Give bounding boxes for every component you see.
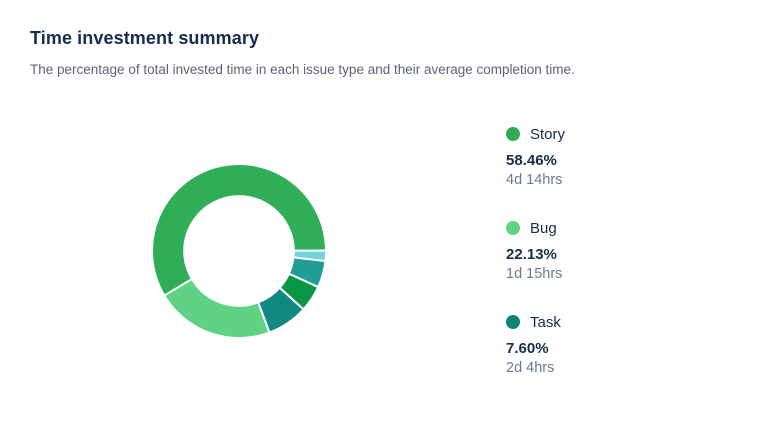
donut-segment-bug[interactable] xyxy=(163,278,271,339)
chart-legend: Story 58.46% 4d 14hrs Bug 22.13% 1d 15hr… xyxy=(506,124,626,406)
legend-dot-story-icon xyxy=(506,127,520,141)
donut-segment-story[interactable] xyxy=(151,163,327,297)
legend-avg-completion-task: 2d 4hrs xyxy=(506,360,555,376)
legend-row: Bug xyxy=(506,218,626,238)
donut-chart-svg xyxy=(151,163,328,339)
legend-label-bug: Bug xyxy=(530,219,557,237)
legend-percent-bug: 22.13% xyxy=(506,246,557,263)
legend-item-bug: Bug 22.13% 1d 15hrs xyxy=(506,218,626,285)
legend-row: Story xyxy=(506,124,626,144)
legend-percent-story: 58.46% xyxy=(506,152,557,169)
legend-dot-bug-icon xyxy=(506,221,520,235)
legend-percent-task: 7.60% xyxy=(506,340,549,357)
legend-row: Task xyxy=(506,312,626,332)
legend-item-task: Task 7.60% 2d 4hrs xyxy=(506,312,626,379)
legend-item-story: Story 58.46% 4d 14hrs xyxy=(506,124,626,191)
page-title: Time investment summary xyxy=(30,28,260,48)
page-subtitle: The percentage of total invested time in… xyxy=(30,62,575,77)
legend-label-task: Task xyxy=(530,313,561,331)
legend-label-story: Story xyxy=(530,125,566,143)
legend-dot-task-icon xyxy=(506,315,520,329)
donut-chart xyxy=(151,163,328,339)
legend-avg-completion-bug: 1d 15hrs xyxy=(506,266,563,282)
legend-avg-completion-story: 4d 14hrs xyxy=(506,172,563,188)
